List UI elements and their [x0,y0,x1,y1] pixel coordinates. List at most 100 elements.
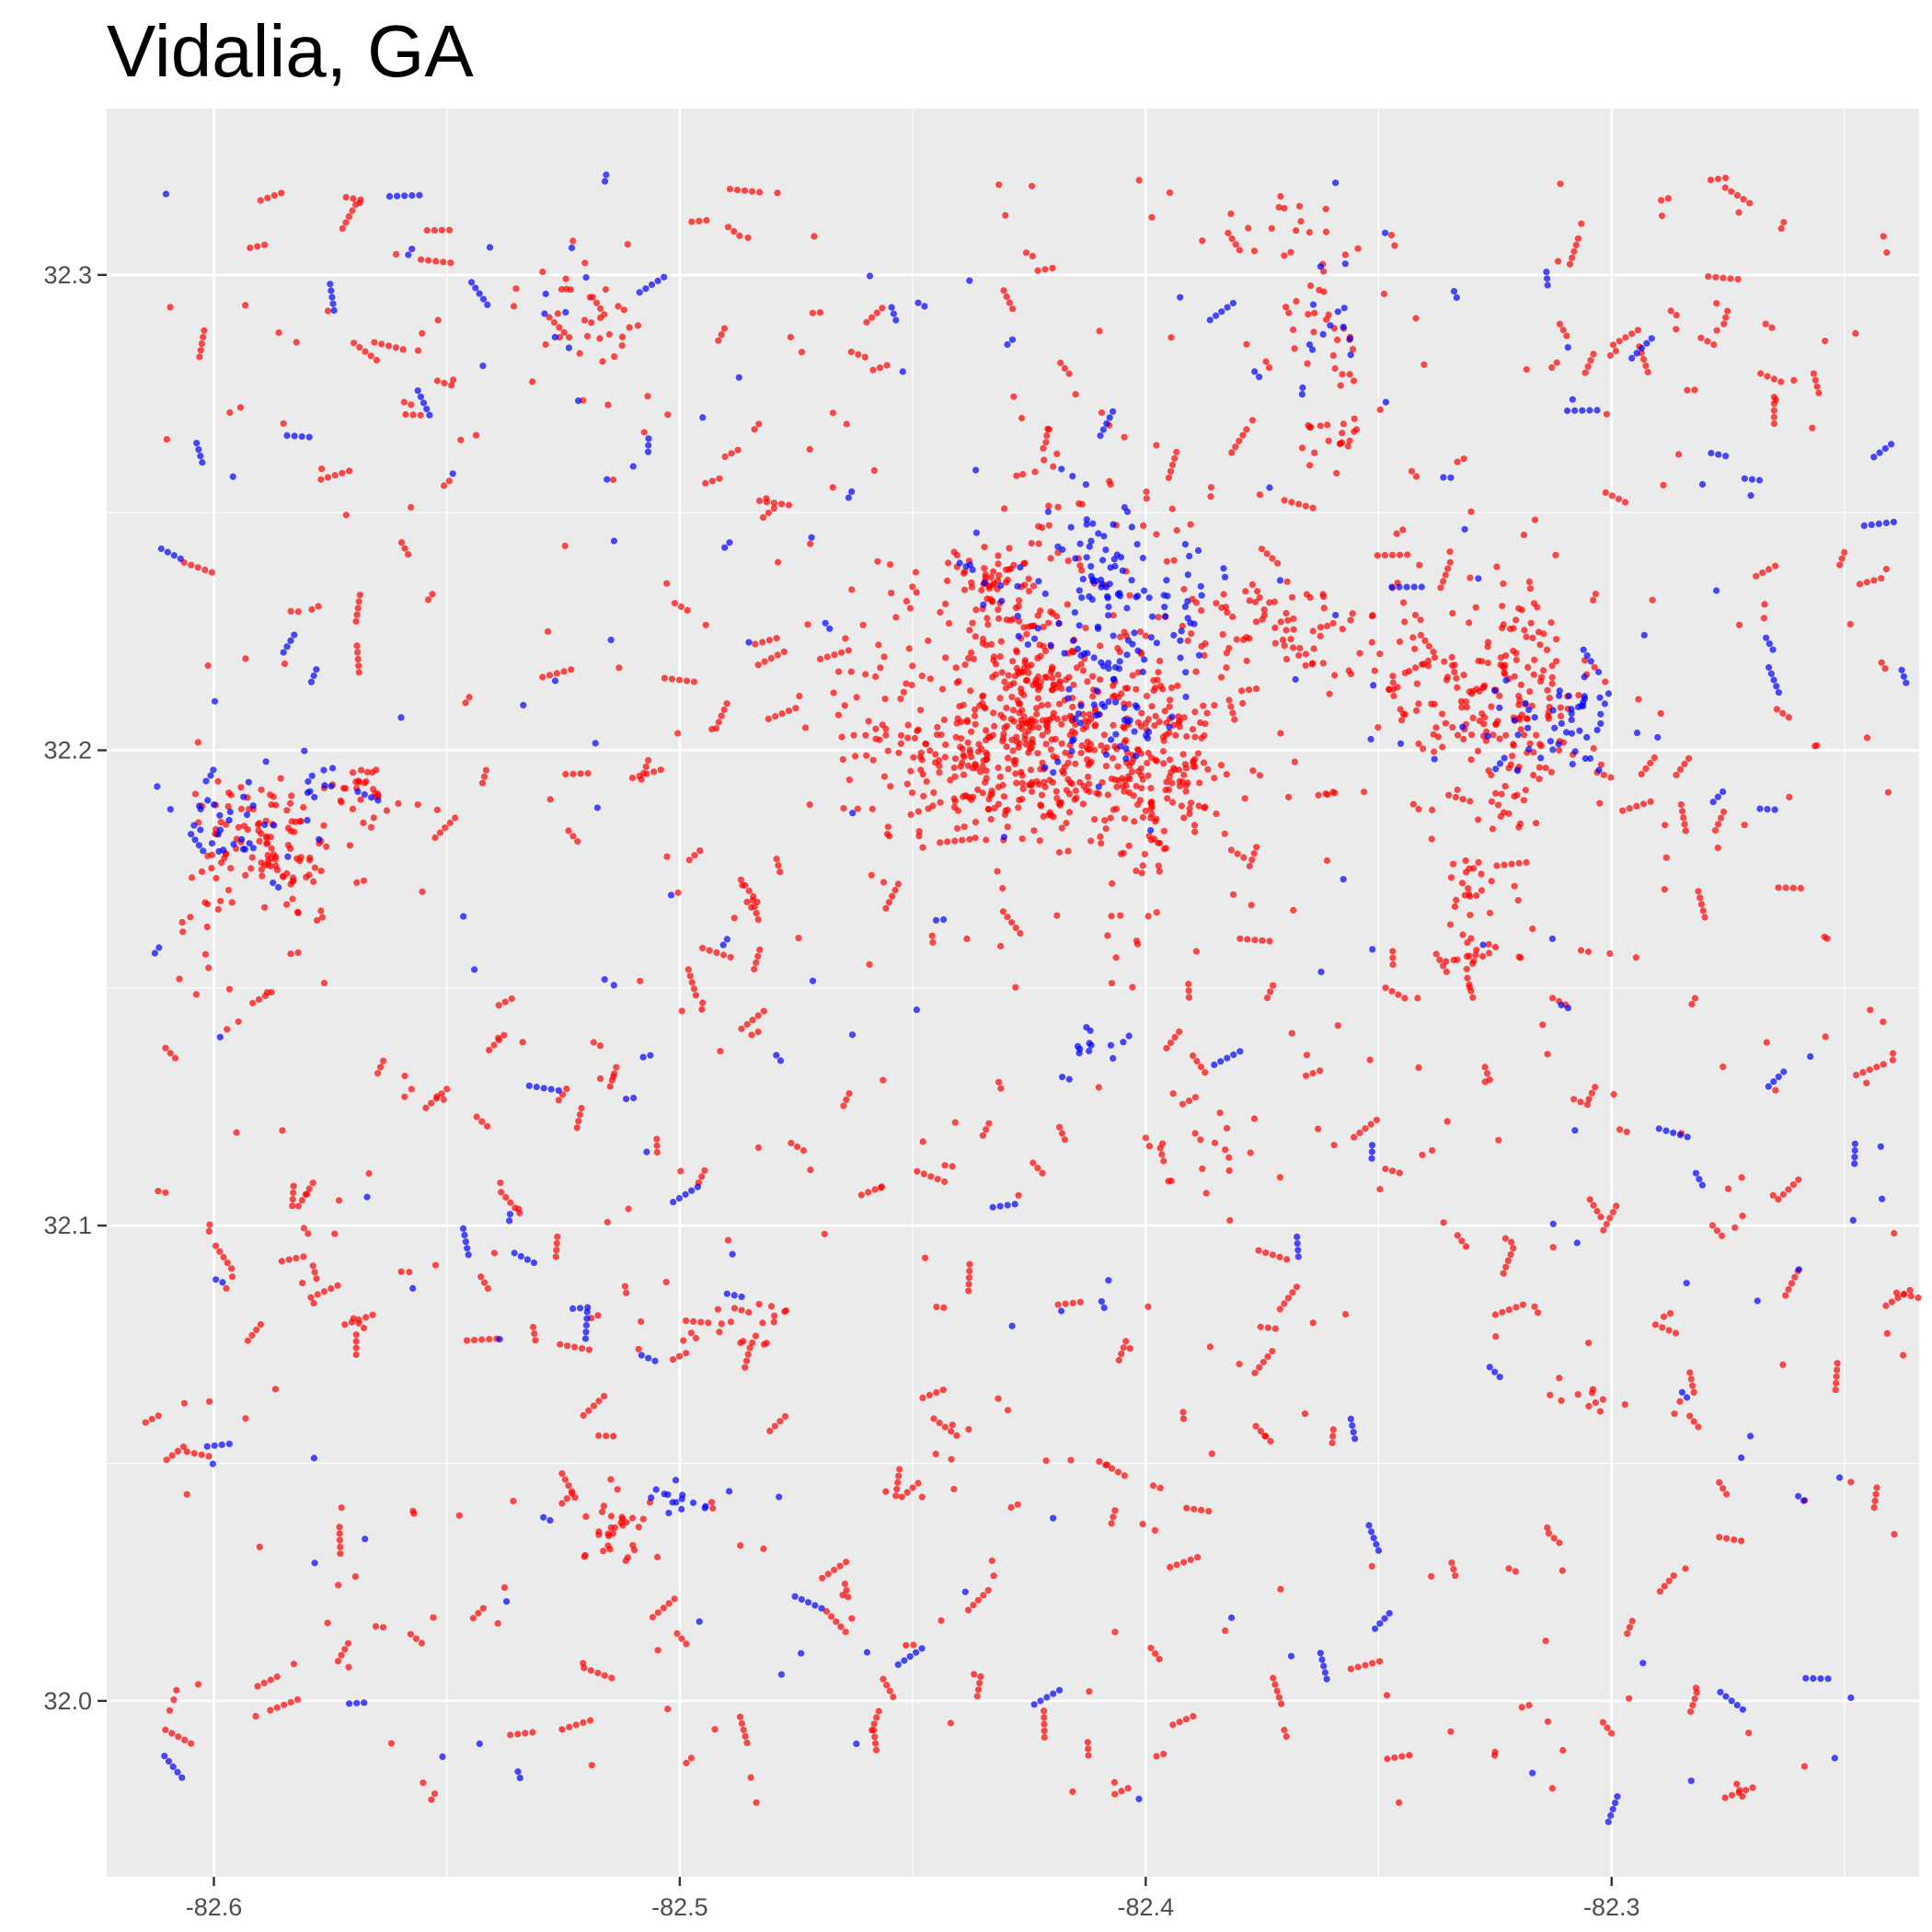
data-point [1242,588,1249,595]
data-point [1484,638,1492,646]
data-point [1144,913,1152,920]
data-point [1035,578,1042,585]
data-point [944,838,951,845]
data-point [930,789,937,797]
data-point [1063,676,1070,684]
data-point [162,190,169,198]
data-point [974,1686,983,1694]
data-point [585,1407,592,1414]
data-point [163,436,170,443]
data-point [600,1502,608,1510]
data-point [1006,299,1013,306]
data-point [1500,621,1507,628]
data-point [519,1039,526,1046]
data-point [255,827,262,834]
data-point [1626,1624,1633,1631]
data-point [625,1205,632,1213]
data-point [356,343,363,351]
data-point [270,880,277,887]
data-point [770,1318,777,1326]
data-point [594,1312,602,1319]
data-point [683,1317,690,1325]
data-point [1097,432,1104,440]
data-point [428,1796,435,1803]
data-point [1079,575,1087,583]
data-point [1131,728,1138,735]
data-point [837,1623,845,1630]
data-point [642,285,650,293]
data-point [840,805,847,812]
data-point [728,450,735,457]
data-point [540,1085,547,1092]
data-point [970,1602,977,1609]
data-point [1107,564,1114,571]
data-point [334,1658,342,1665]
data-point [1626,1695,1633,1702]
data-point [1577,947,1585,954]
data-point [1467,508,1475,515]
data-point [377,1064,385,1071]
data-point [792,705,799,712]
data-point [1574,235,1581,242]
data-point [1232,443,1239,451]
data-point [1780,219,1788,226]
data-point [1306,462,1314,469]
data-point [217,897,224,905]
data-point [1749,1784,1756,1791]
data-point [214,777,222,785]
data-point [1172,731,1179,739]
data-point [1275,1694,1282,1701]
data-point [653,1142,661,1149]
data-point [650,768,658,776]
data-point [745,887,753,895]
data-point [749,1339,756,1347]
data-point [833,1618,840,1626]
y-tick-label: 32.0 [43,1687,92,1715]
data-point [1098,840,1105,847]
data-point [584,770,592,777]
data-point [1509,753,1516,760]
data-point [1013,472,1020,479]
data-point [1139,1521,1146,1528]
data-point [180,1399,188,1407]
data-point [1322,228,1329,236]
data-point [1713,1227,1721,1235]
data-point [336,1524,343,1531]
data-point [1547,768,1555,776]
data-point [707,1499,716,1506]
data-point [1205,1508,1213,1515]
data-point [1133,593,1140,601]
data-point [496,1336,503,1343]
data-point [291,432,298,440]
data-point [1413,707,1420,715]
data-point [1576,727,1583,734]
data-point [235,823,242,831]
data-point [1254,588,1261,595]
data-point [1368,1155,1375,1162]
data-point [1526,585,1534,592]
data-point [1012,983,1019,991]
data-point [983,727,990,734]
data-point [692,1334,700,1342]
data-point [307,678,315,685]
data-point [281,660,288,668]
data-point [1218,308,1225,316]
data-point [198,340,205,348]
data-point [279,1127,286,1134]
data-point [1250,247,1258,255]
data-point [352,1344,360,1351]
data-point [1157,683,1165,690]
data-point [1271,624,1279,632]
data-point [1583,652,1591,660]
data-point [1692,1169,1699,1177]
data-point [906,1653,914,1661]
data-point [654,1553,661,1561]
data-point [1294,1253,1302,1260]
data-point [310,672,317,680]
data-point [1322,205,1329,213]
data-point [1810,370,1818,377]
data-point [965,1287,972,1294]
data-point [1229,299,1236,307]
data-point [1531,714,1538,721]
data-point [1134,746,1142,753]
